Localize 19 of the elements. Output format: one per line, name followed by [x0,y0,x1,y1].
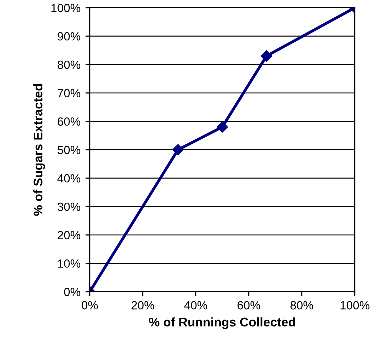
y-tick-label: 0% [64,288,81,296]
x-axis-title: % of Runnings Collected [149,318,296,330]
y-axis-title: % of Sugars Extracted [34,84,46,216]
y-tick-label: 10% [58,260,81,268]
y-tick-label: 50% [58,146,81,154]
y-tick-label: 40% [58,174,81,183]
y-tick-label: 70% [58,89,81,98]
x-tick-label: 100% [340,301,370,310]
x-tick-label: 80% [290,301,314,310]
y-tick-label: 30% [58,202,81,212]
x-tick-label: 20% [132,301,154,310]
x-tick-label: 40% [184,301,208,310]
x-tick-label: 0% [82,301,98,310]
y-tick-label: 20% [58,231,81,240]
y-tick-label: 100% [52,4,81,12]
y-tick-label: 80% [58,60,81,70]
x-tick-label: 60% [238,301,260,310]
y-tick-label: 90% [58,32,81,41]
y-tick-label: 60% [58,118,81,126]
